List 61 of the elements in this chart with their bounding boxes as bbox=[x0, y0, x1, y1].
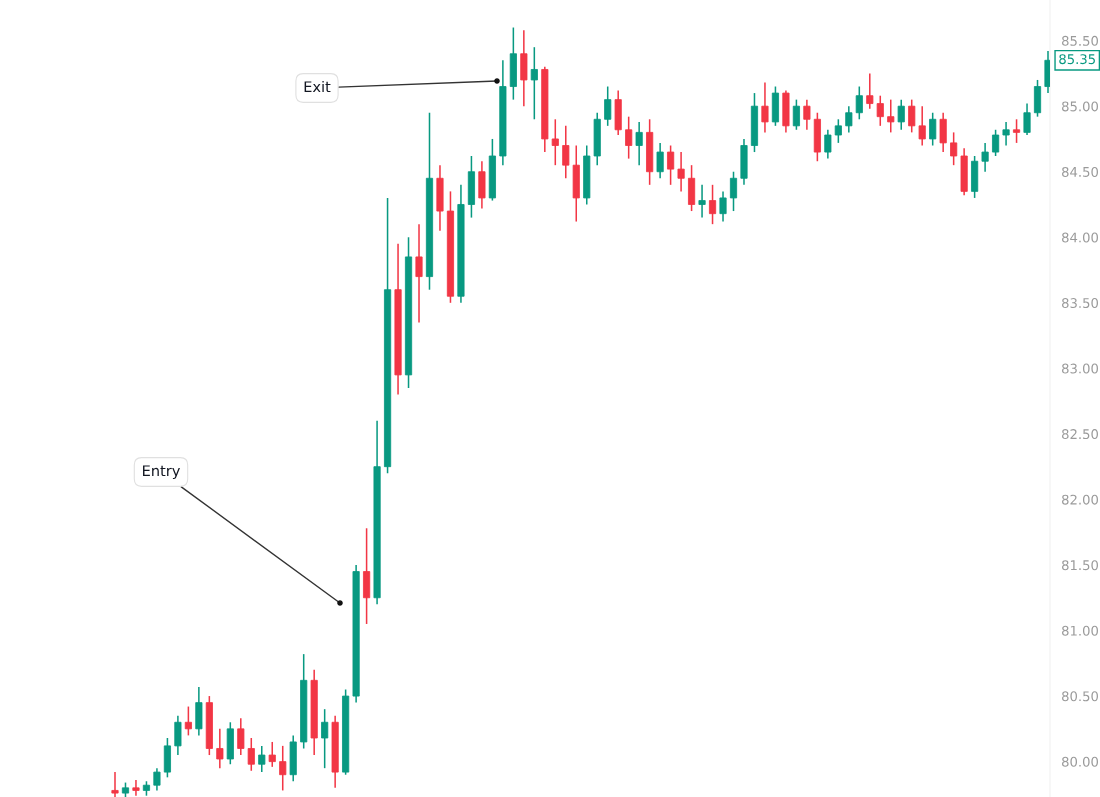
candlestick bbox=[792, 98, 800, 131]
candlestick bbox=[708, 184, 717, 225]
candlestick bbox=[174, 714, 182, 756]
y-tick-label: 82.00 bbox=[1062, 494, 1099, 505]
candlestick bbox=[530, 46, 538, 121]
candlestick bbox=[268, 741, 276, 768]
candlestick bbox=[279, 745, 287, 792]
candlestick bbox=[908, 98, 916, 134]
candlestick bbox=[1002, 121, 1010, 147]
candlestick bbox=[929, 111, 937, 147]
candlestick bbox=[950, 131, 958, 166]
candlestick bbox=[237, 717, 245, 756]
candlestick bbox=[803, 98, 811, 131]
candlestick bbox=[834, 118, 842, 144]
candlestick bbox=[866, 72, 874, 110]
y-tick-label: 83.00 bbox=[1062, 363, 1099, 374]
y-tick-label: 84.50 bbox=[1062, 166, 1099, 177]
annotation: Entry bbox=[143, 465, 180, 480]
y-tick-label: 83.50 bbox=[1062, 298, 1099, 309]
y-tick-label: 82.50 bbox=[1062, 429, 1099, 440]
candlestick bbox=[719, 190, 727, 223]
candlestick bbox=[153, 767, 161, 792]
y-tick-label: 80.00 bbox=[1062, 756, 1099, 767]
annotation: Exit bbox=[304, 80, 331, 93]
y-tick-label: 85.00 bbox=[1062, 101, 1099, 112]
candlestick bbox=[625, 115, 633, 160]
y-tick-label: 80.50 bbox=[1062, 691, 1099, 702]
candlestick bbox=[677, 151, 685, 193]
candlestick bbox=[845, 105, 853, 134]
y-tick-label: 84.00 bbox=[1062, 232, 1099, 243]
candlestick bbox=[992, 129, 1000, 157]
candlestick bbox=[216, 728, 224, 769]
candlestick bbox=[551, 118, 559, 166]
candlestick bbox=[667, 144, 675, 186]
candlestick bbox=[918, 105, 926, 147]
text: 85.35 bbox=[1059, 54, 1095, 65]
candlestick bbox=[656, 142, 664, 180]
candlestick bbox=[604, 85, 612, 127]
candlestick bbox=[855, 85, 863, 121]
candlestick bbox=[761, 81, 769, 134]
candlestick bbox=[258, 745, 266, 773]
candlestick bbox=[887, 98, 895, 134]
candlestick bbox=[321, 708, 329, 769]
candlestick bbox=[247, 737, 255, 772]
candlestick bbox=[876, 94, 884, 127]
y-tick-label: 81.50 bbox=[1062, 560, 1099, 571]
candlestick bbox=[897, 98, 905, 131]
candlestick bbox=[698, 184, 706, 219]
candlestick bbox=[132, 779, 140, 797]
candlestick bbox=[824, 129, 832, 160]
candlestick bbox=[415, 223, 423, 324]
candlestick bbox=[562, 125, 570, 180]
candlestick bbox=[635, 121, 643, 166]
y-tick-label: 81.00 bbox=[1062, 625, 1099, 636]
candlestick bbox=[981, 142, 989, 173]
candlestick bbox=[1023, 102, 1031, 136]
candlestick bbox=[1012, 118, 1021, 144]
y-tick-label: 85.50 bbox=[1062, 35, 1099, 46]
candlestick bbox=[184, 705, 192, 737]
candlestick bbox=[939, 111, 947, 153]
candlestick bbox=[729, 170, 738, 212]
